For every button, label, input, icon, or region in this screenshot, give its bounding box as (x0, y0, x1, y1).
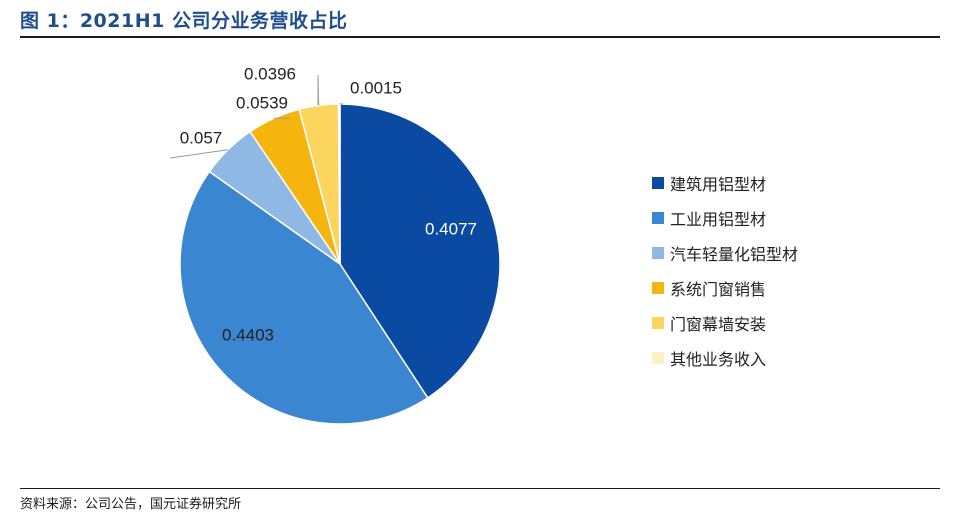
legend-item: 汽车轻量化铝型材 (652, 235, 798, 270)
pie-slice (179, 170, 429, 425)
legend-item: 系统门窗销售 (652, 270, 798, 305)
legend-swatch (652, 211, 664, 224)
legend-label: 工业用铝型材 (670, 209, 767, 229)
legend-item: 工业用铝型材 (652, 200, 798, 235)
chart-legend: 建筑用铝型材 工业用铝型材汽车轻量化铝型材 系统门窗销售 门窗幕墙安装 其他业务收入 (652, 165, 798, 375)
legend-label: 汽车轻量化铝型材 (670, 244, 799, 264)
source-note: 资料来源：公司公告，国元证券研究所 (20, 497, 242, 512)
legend-label: 系统门窗销售 (670, 279, 767, 299)
figure-title: 图 1：2021H1 公司分业务营收占比 (20, 10, 348, 32)
leader-line (317, 74, 320, 106)
legend-swatch (652, 281, 664, 294)
legend-label: 其他业务收入 (670, 349, 767, 369)
data-label: 0.4403 (222, 325, 274, 344)
legend-item: 建筑用铝型材 (652, 165, 798, 200)
leader-line (169, 149, 228, 159)
legend-swatch (652, 351, 664, 364)
data-label: 0.0396 (244, 64, 296, 83)
legend-swatch (652, 176, 664, 189)
legend-swatch (652, 316, 664, 329)
data-label: 0.0539 (236, 93, 288, 112)
legend-swatch (652, 246, 664, 259)
data-label: 0.0015 (350, 78, 402, 97)
top-divider (20, 36, 940, 38)
bottom-divider (20, 488, 940, 489)
legend-item: 其他业务收入 (652, 340, 798, 375)
data-label: 0.4077 (425, 219, 477, 238)
data-label: 0.057 (180, 128, 223, 147)
legend-item: 门窗幕墙安装 (652, 305, 798, 340)
legend-label: 门窗幕墙安装 (670, 314, 767, 334)
legend-label: 建筑用铝型材 (670, 174, 767, 194)
